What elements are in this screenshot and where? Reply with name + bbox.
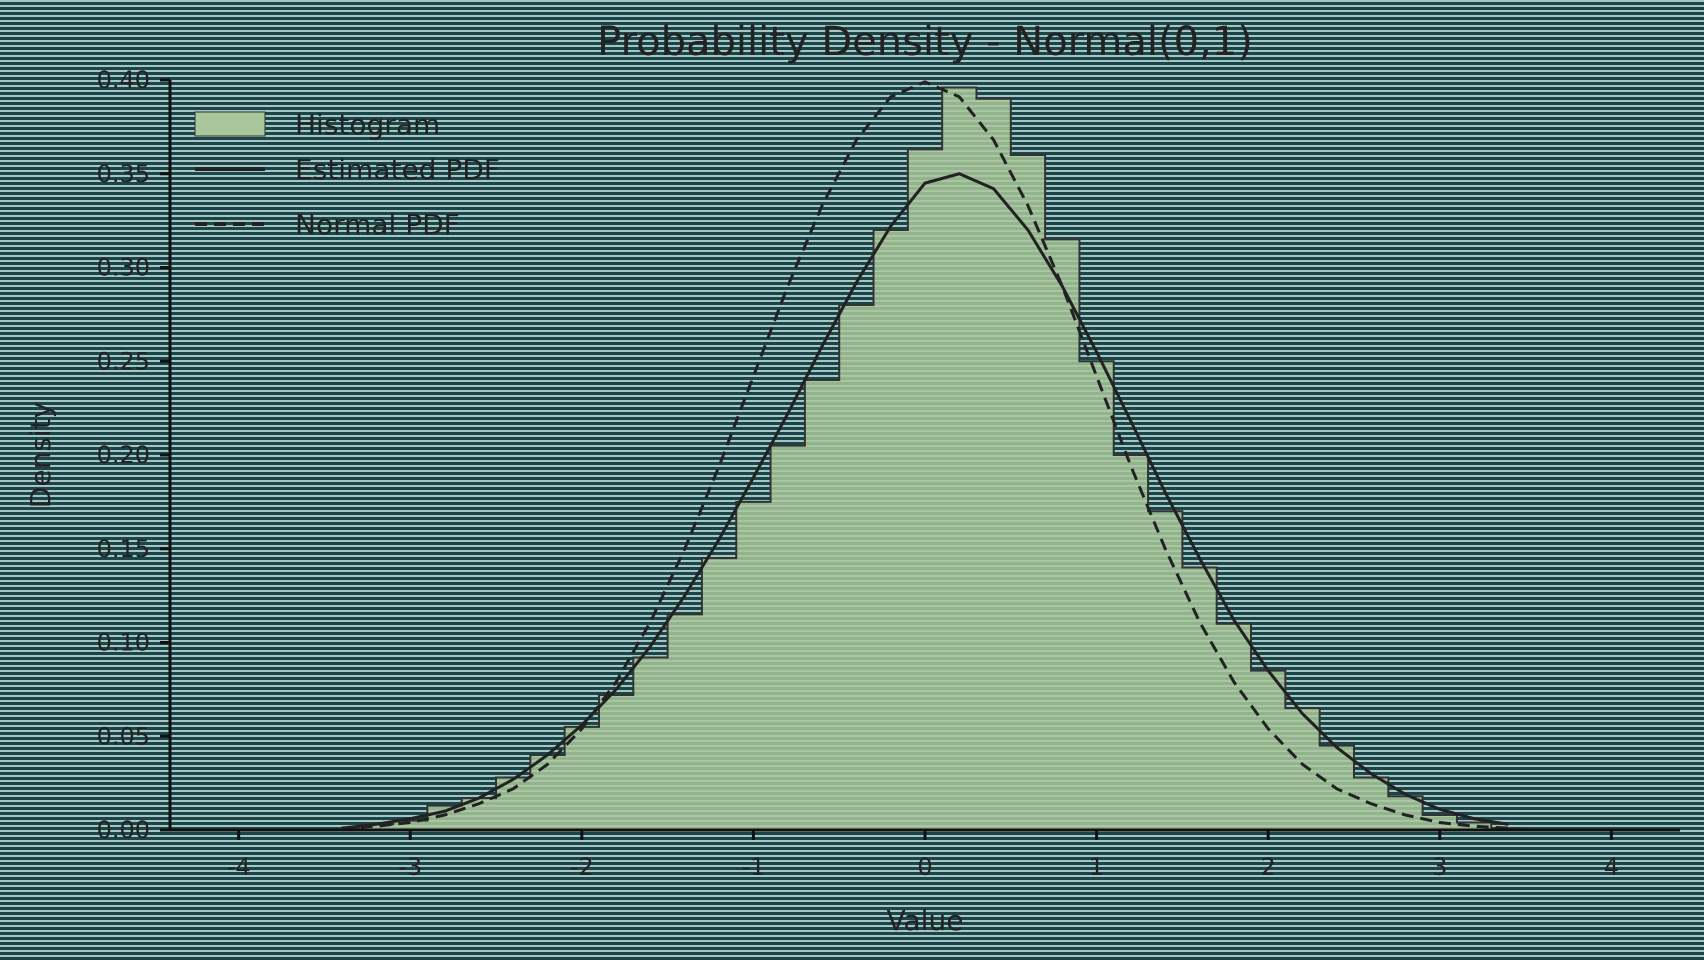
legend-label-histogram: Histogram: [295, 108, 440, 141]
x-tick-label: -3: [398, 853, 422, 881]
histogram-outline: [324, 86, 1527, 831]
x-tick-label: 1: [1089, 853, 1104, 881]
x-tick-label: 4: [1604, 853, 1619, 881]
normal-pdf-line: [341, 80, 1509, 830]
x-tick-label: -1: [741, 853, 765, 881]
x-tick-label: 0: [917, 853, 932, 881]
legend-label-estimated-pdf: Estimated PDF: [295, 153, 500, 186]
x-tick-label: 2: [1261, 853, 1276, 881]
x-tick-label: -2: [570, 853, 594, 881]
x-axis-label: Value: [887, 904, 964, 937]
y-tick-label: 0.30: [97, 254, 150, 282]
legend-label-normal-pdf: Normal PDF: [295, 208, 460, 241]
y-tick-label: 0.05: [97, 722, 150, 750]
y-tick-label: 0.10: [97, 629, 150, 657]
legend: Histogram Estimated PDF Normal PDF: [194, 108, 500, 241]
plot-area: [324, 80, 1527, 831]
histogram-area: [324, 87, 1526, 830]
x-tick-label: -4: [227, 853, 251, 881]
y-tick-label: 0.25: [97, 347, 150, 375]
y-tick-label: 0.00: [97, 816, 150, 844]
y-tick-label: 0.20: [97, 441, 150, 469]
legend-swatch-histogram: [194, 111, 266, 137]
chart-title: Probability Density - Normal(0,1): [597, 19, 1253, 65]
axes: -4 -3 -2 -1 0 1 2 3 4 0.00 0.05 0.10 0.15 0.20 0.25 0.3…: [97, 66, 1680, 881]
x-tick-label: 3: [1432, 853, 1447, 881]
y-tick-label: 0.15: [97, 535, 150, 563]
estimated-pdf-line: [341, 172, 1509, 830]
y-tick-label: 0.40: [97, 66, 150, 94]
y-tick-label: 0.35: [97, 160, 150, 188]
y-axis-label: Density: [24, 402, 57, 508]
